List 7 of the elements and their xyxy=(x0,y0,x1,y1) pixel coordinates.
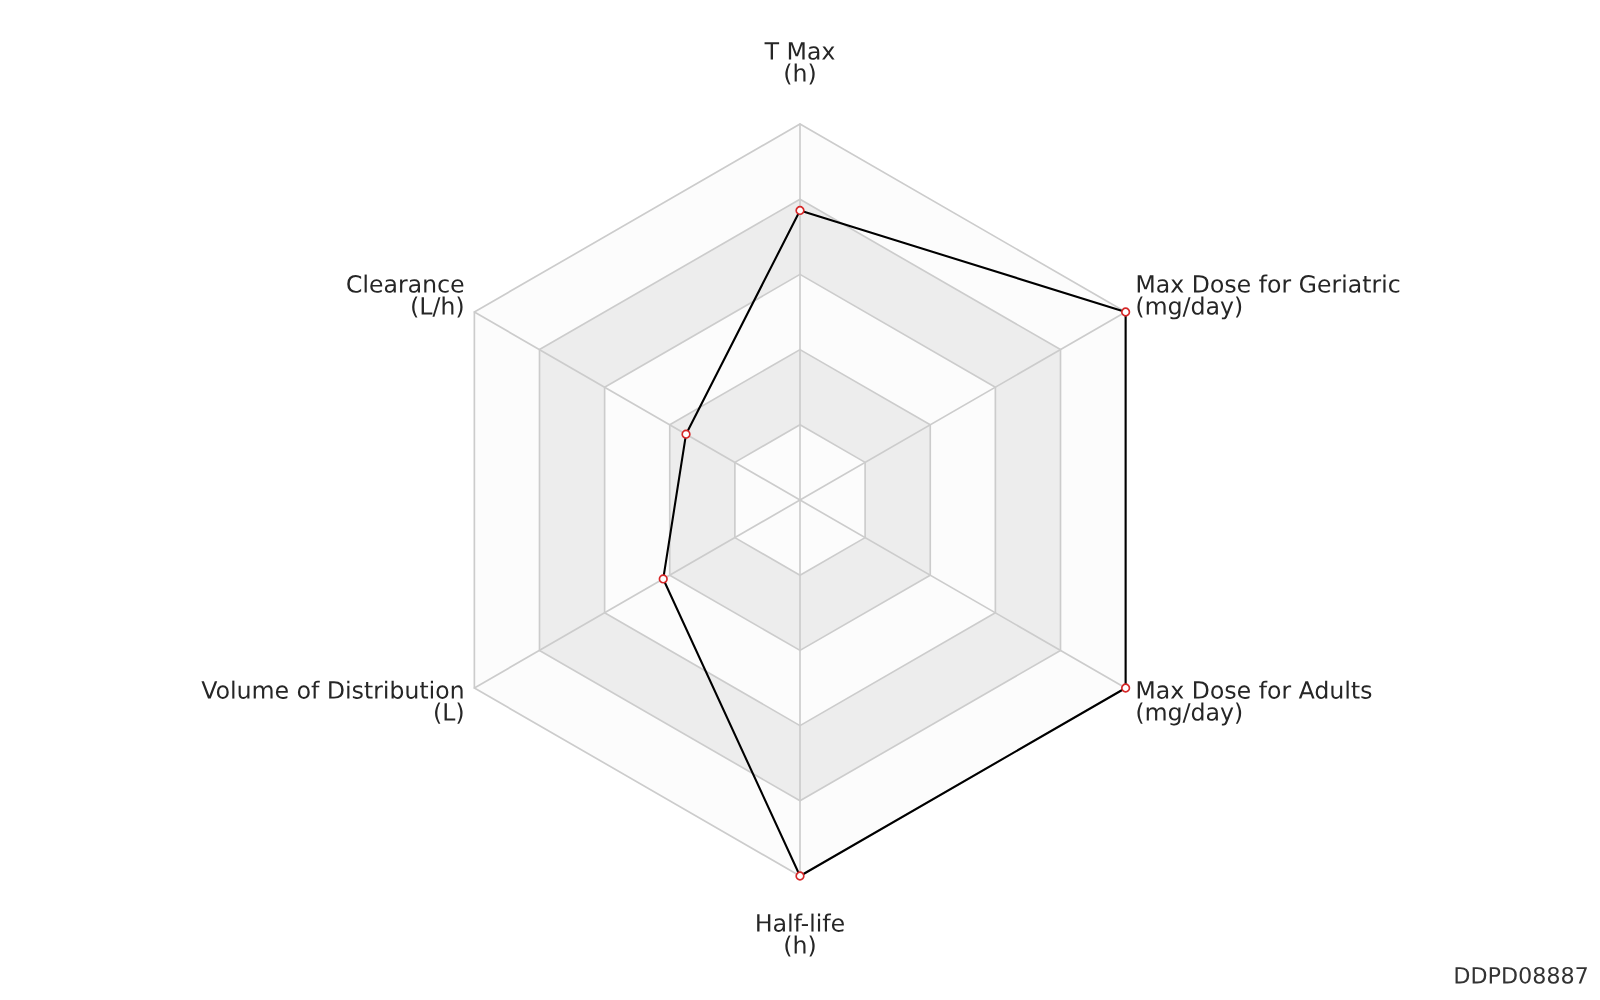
spoke-label: Max Dose for Geriatric (mg/day) xyxy=(1137,274,1400,320)
spoke-label: Max Dose for Adults (mg/day) xyxy=(1137,680,1372,726)
text: DDPD08887 xyxy=(1455,966,1587,984)
spoke-label: Clearance (L/h) xyxy=(347,274,464,318)
spoke-label: T Max (h) xyxy=(764,42,835,85)
spoke-label: Volume of Distribution (L) xyxy=(201,680,463,724)
spoke-label: Half-life (h) xyxy=(757,913,844,957)
